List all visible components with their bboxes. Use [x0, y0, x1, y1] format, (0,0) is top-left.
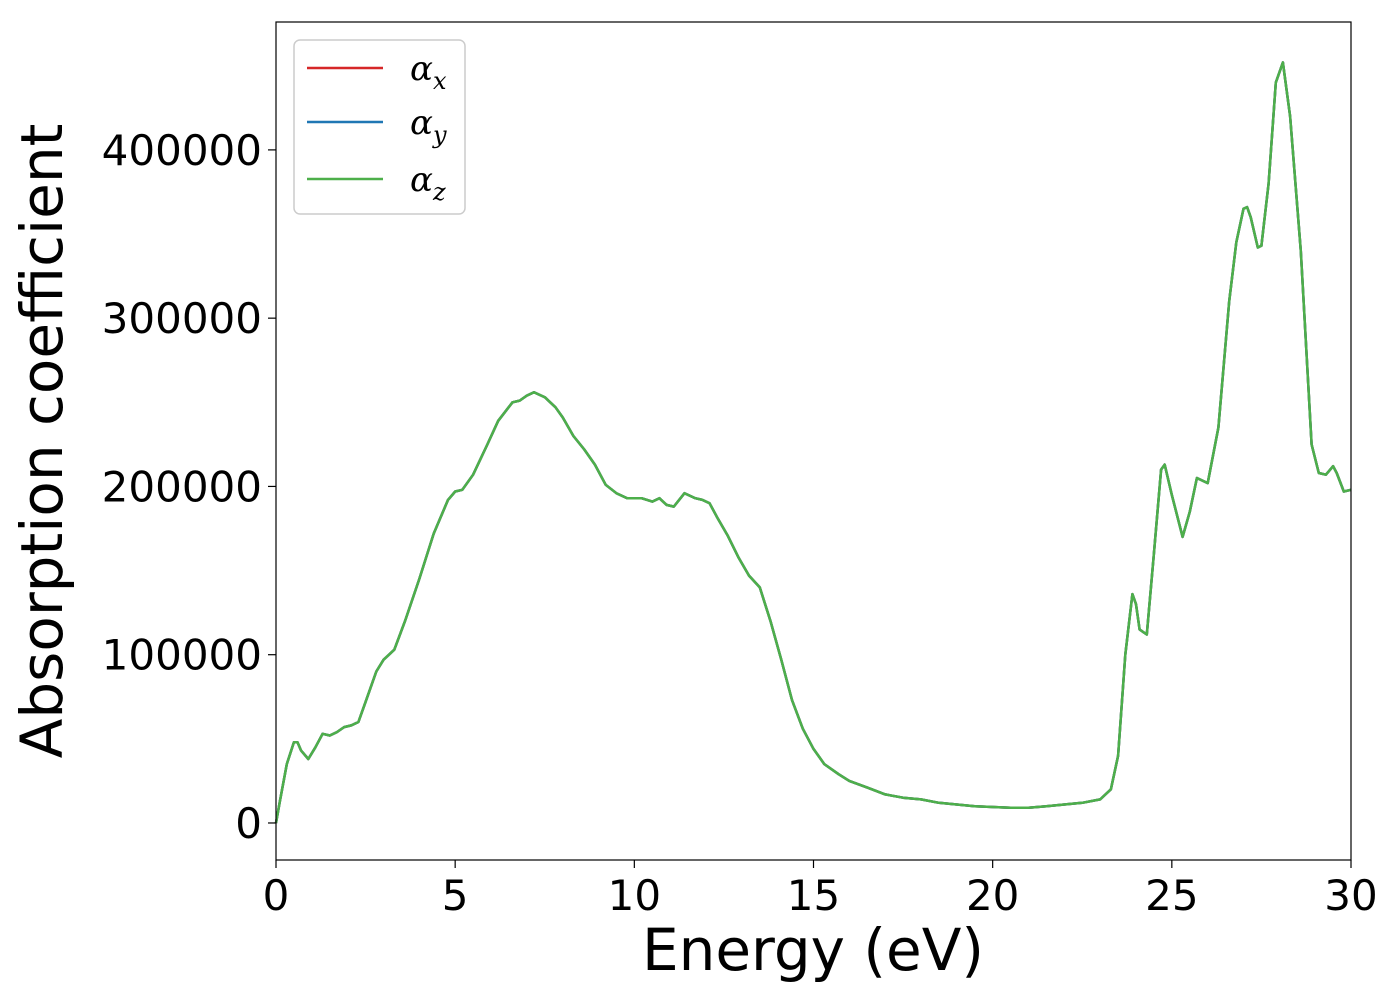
legend: αx αy αz [293, 39, 466, 215]
y-tick-label: 300000 [102, 294, 262, 343]
series-line-alpha-z [274, 61, 1352, 824]
legend-symbol-alpha-y: α [410, 103, 433, 143]
y-axis-label: Absorption coefficient [8, 124, 76, 759]
legend-label-alpha-x: αx [410, 49, 447, 95]
x-axis-ticks: 0 5 10 15 20 25 30 [263, 860, 1378, 920]
x-tick-label: 10 [608, 871, 661, 920]
series-lines [274, 61, 1352, 824]
x-axis-label: Energy (eV) [642, 916, 984, 984]
legend-subscript-z: z [432, 178, 446, 206]
y-axis-ticks: 0 100000 200000 300000 400000 [102, 126, 276, 848]
legend-symbol-alpha-x: α [410, 49, 433, 89]
y-tick-label: 200000 [102, 462, 262, 511]
x-tick-label: 30 [1324, 871, 1377, 920]
x-tick-label: 25 [1145, 871, 1198, 920]
legend-label-alpha-z: αz [410, 160, 446, 206]
legend-box [293, 39, 466, 215]
legend-symbol-alpha-z: α [410, 160, 433, 200]
legend-subscript-x: x [433, 67, 447, 95]
x-tick-label: 5 [442, 871, 469, 920]
x-tick-label: 0 [263, 871, 290, 920]
x-tick-label: 20 [966, 871, 1019, 920]
legend-label-alpha-y: αy [410, 103, 447, 149]
x-tick-label: 15 [787, 871, 840, 920]
y-tick-label: 400000 [102, 126, 262, 175]
y-tick-label: 100000 [102, 631, 262, 680]
y-tick-label: 0 [235, 799, 262, 848]
legend-subscript-y: y [432, 121, 447, 149]
